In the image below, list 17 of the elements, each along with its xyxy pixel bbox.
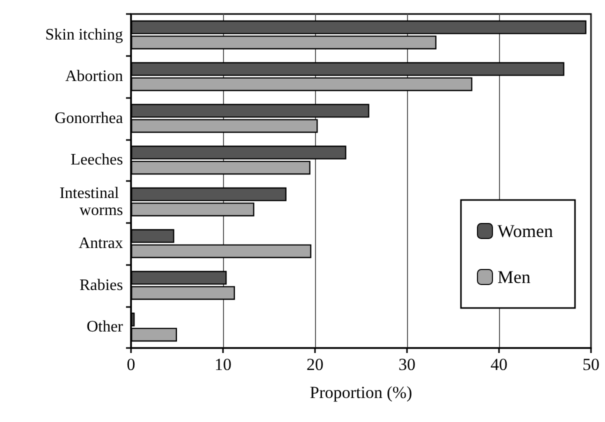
x-tick-label: 0	[126, 355, 136, 374]
y-tick-label: Skin itching	[45, 26, 123, 44]
legend-label: Men	[497, 267, 530, 287]
y-tick-label: Gonorrhea	[54, 110, 123, 127]
x-axis-title: Proportion (%)	[310, 383, 412, 402]
y-tick-label: Antrax	[78, 235, 123, 252]
x-tick-label: 40	[490, 355, 508, 374]
x-tick-label: 50	[582, 355, 600, 374]
y-tick-label: Intestinal worms	[59, 184, 123, 219]
y-tick-label: Rabies	[79, 276, 123, 294]
x-tick-label: 10	[214, 355, 232, 374]
y-tick-label: Other	[86, 318, 124, 336]
y-tick-label: Abortion	[65, 68, 123, 86]
y-tick-label: Leeches	[70, 152, 123, 169]
x-tick-label: 30	[398, 355, 416, 374]
legend-label: Women	[497, 221, 554, 241]
x-tick-label: 20	[306, 355, 324, 374]
